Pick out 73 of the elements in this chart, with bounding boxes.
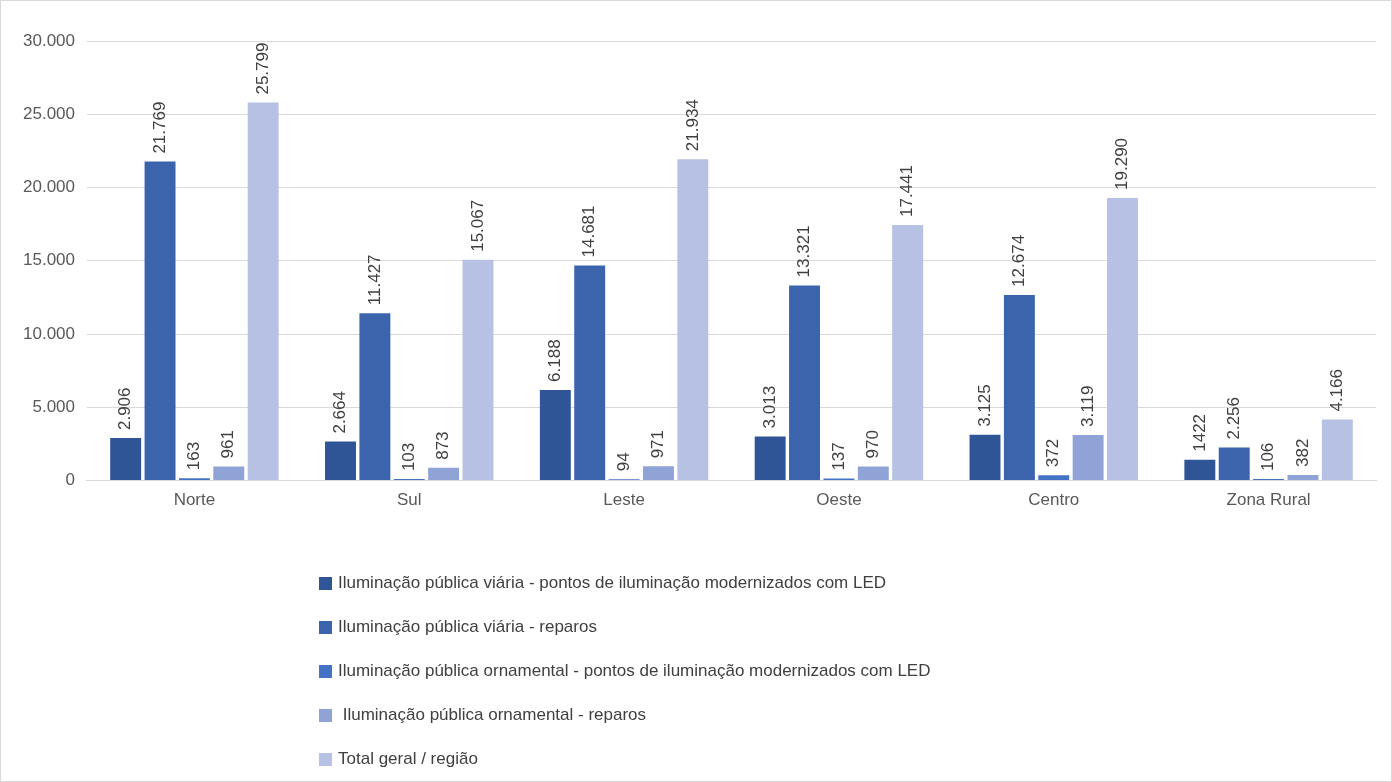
bar: [1107, 197, 1138, 481]
x-tick-label: Zona Rural: [1226, 490, 1311, 510]
bar: [462, 259, 494, 481]
bar: [110, 438, 142, 481]
bar: [892, 225, 924, 481]
data-label: 873: [433, 431, 453, 460]
data-label: 103: [398, 442, 418, 472]
data-label: 2.256: [1223, 397, 1243, 440]
x-tick-label: Norte: [173, 490, 216, 510]
bar: [677, 159, 709, 481]
data-label: 137: [828, 442, 848, 471]
x-tick-label: Leste: [603, 490, 645, 510]
data-label: 970: [862, 430, 882, 459]
bar: [539, 389, 571, 481]
data-label: 3.119: [1077, 385, 1097, 427]
x-tick-label: Centro: [1028, 490, 1080, 510]
bar: [1184, 459, 1216, 481]
data-label: 21.934: [682, 99, 702, 152]
data-label: 106: [1258, 442, 1278, 472]
y-tick-label: 30.000: [23, 30, 75, 50]
y-tick-label: 25.000: [23, 103, 75, 123]
legend-label: Iluminação pública viária - pontos de iluminação modernizados com LED: [338, 573, 887, 593]
bar: [1287, 475, 1319, 481]
bar: [754, 436, 786, 481]
x-tick-label: Sul: [396, 490, 422, 510]
bar: [642, 466, 674, 481]
bar: [1003, 294, 1035, 481]
bar: [857, 466, 889, 481]
data-label: 14.681: [579, 205, 599, 258]
data-label: 6.188: [545, 339, 565, 382]
y-tick-label: 10.000: [23, 323, 75, 343]
bar: [144, 161, 176, 481]
data-label: 12.674: [1009, 234, 1029, 287]
y-tick-label: 5.000: [32, 397, 75, 417]
legend-label: Iluminação pública ornamental - pontos de iluminação modernizados com LED: [338, 661, 931, 681]
data-label: 382: [1292, 438, 1312, 467]
y-tick-label: 20.000: [23, 177, 75, 197]
data-label: 17.441: [897, 165, 917, 218]
legend-label: Iluminação pública ornamental - reparos: [341, 705, 647, 725]
y-tick-label: 0: [65, 470, 75, 490]
data-label: 1422: [1189, 413, 1209, 452]
bar: [1072, 434, 1104, 481]
bar: [1218, 447, 1250, 481]
x-tick-label: Oeste: [816, 490, 862, 510]
bar: [1038, 475, 1070, 481]
data-label: 94: [613, 452, 633, 472]
data-label: 971: [648, 430, 668, 459]
bar: [1321, 419, 1353, 481]
bar: [789, 285, 821, 481]
y-tick-label: 15.000: [23, 250, 75, 270]
bar: [359, 313, 391, 481]
legend-label: Total geral / região: [338, 749, 478, 769]
bar: [574, 265, 606, 481]
bar: [213, 466, 245, 481]
bar: [325, 441, 356, 481]
legend-label: Iluminação pública viária - reparos: [338, 617, 597, 637]
data-label: 15.067: [467, 199, 487, 252]
bar: [247, 102, 279, 481]
data-label: 372: [1043, 438, 1063, 468]
data-label: 25.799: [252, 42, 272, 95]
bar: [428, 467, 460, 481]
data-label: 11.427: [364, 254, 384, 306]
data-label: 3.125: [974, 384, 994, 427]
data-label: 19.290: [1112, 137, 1132, 190]
data-label: 4.166: [1327, 369, 1347, 412]
data-label: 21.769: [149, 101, 169, 154]
data-label: 2.664: [330, 391, 350, 434]
data-label: 961: [218, 430, 238, 459]
bar: [969, 434, 1001, 481]
data-label: 13.321: [794, 225, 814, 278]
data-label: 2.906: [115, 387, 135, 431]
data-label: 163: [184, 441, 204, 471]
data-label: 3.013: [759, 385, 779, 429]
